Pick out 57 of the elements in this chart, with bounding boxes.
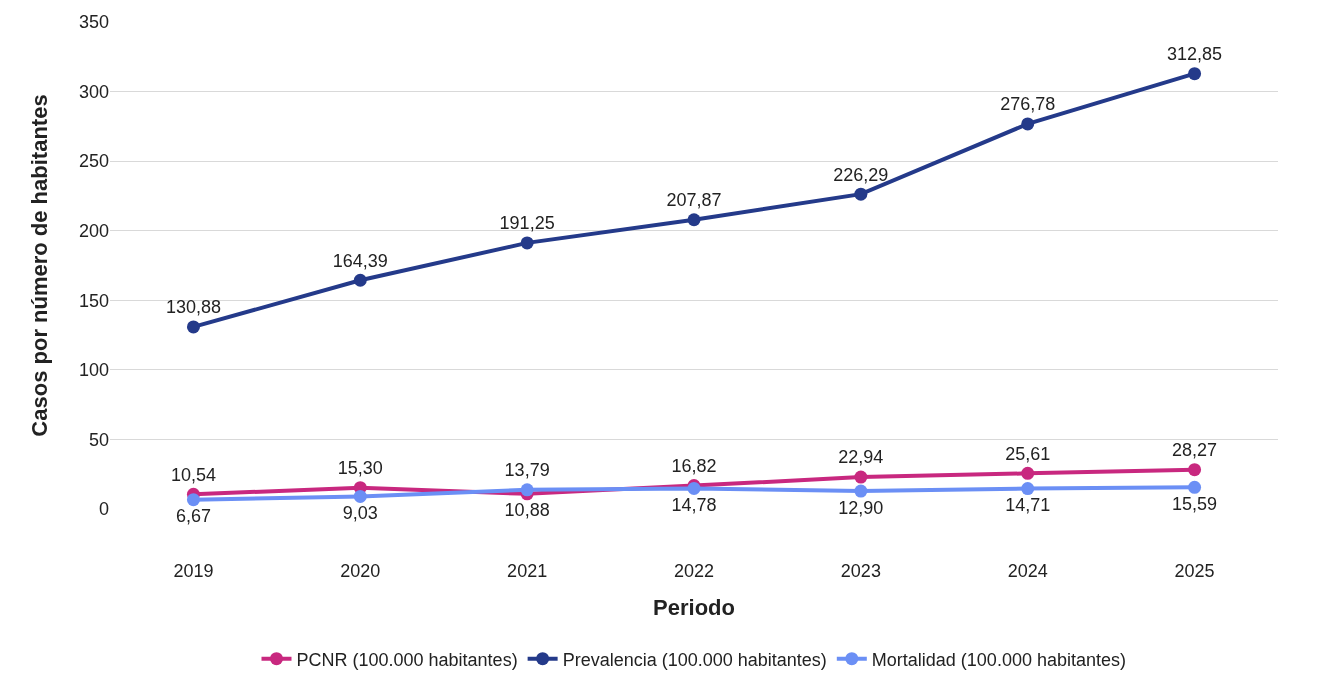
x-tick-label: 2025 <box>1174 560 1215 581</box>
data-label: 22,94 <box>838 447 884 468</box>
point <box>353 489 367 503</box>
data-label: 28,27 <box>1172 440 1218 461</box>
x-tick-label: 2021 <box>507 560 548 581</box>
y-tick-label: 250 <box>78 151 109 172</box>
legend-label: Mortalidad (100.000 habitantes) <box>871 649 1126 670</box>
point <box>353 273 367 287</box>
y-tick-label: 300 <box>78 81 109 102</box>
point <box>520 236 534 250</box>
data-label: 6,67 <box>175 506 211 527</box>
data-label: 9,03 <box>342 503 378 524</box>
point <box>520 483 534 497</box>
y-axis-title: Casos por número de habitantes <box>26 94 52 437</box>
data-label: 226,29 <box>833 164 889 185</box>
point <box>1021 466 1035 480</box>
data-label: 276,78 <box>1000 94 1056 115</box>
point <box>186 320 200 334</box>
data-label: 12,90 <box>838 497 884 518</box>
x-axis-title: Periodo <box>653 595 735 621</box>
data-label: 15,30 <box>337 458 383 479</box>
y-tick-label: 150 <box>78 290 109 311</box>
x-tick-label: 2020 <box>340 560 381 581</box>
y-tick-label: 350 <box>78 12 109 33</box>
point <box>1188 67 1202 81</box>
y-tick-label: 0 <box>98 499 109 520</box>
x-tick-label: 2019 <box>173 560 214 581</box>
x-tick-label: 2022 <box>673 560 715 581</box>
point <box>687 213 701 227</box>
point <box>1188 463 1202 477</box>
point <box>854 187 868 201</box>
point <box>854 484 868 498</box>
point <box>1021 482 1035 496</box>
data-label: 207,87 <box>666 190 722 211</box>
x-tick-label: 2024 <box>1007 560 1048 581</box>
y-tick-label: 200 <box>78 221 109 242</box>
y-tick-label: 100 <box>78 360 109 381</box>
data-label: 16,82 <box>671 455 717 476</box>
data-label: 25,61 <box>1005 443 1051 464</box>
point <box>186 493 200 507</box>
data-label: 191,25 <box>499 213 555 234</box>
data-label: 10,54 <box>170 464 216 485</box>
x-tick-label: 2023 <box>840 560 881 581</box>
data-label: 14,71 <box>1005 495 1051 516</box>
point <box>1188 480 1202 494</box>
point <box>854 470 868 484</box>
data-label: 312,85 <box>1167 44 1223 65</box>
data-label: 130,88 <box>165 297 221 318</box>
legend-label: PCNR (100.000 habitantes) <box>296 649 518 670</box>
data-label: 14,78 <box>671 495 717 516</box>
data-label: 164,39 <box>332 250 388 271</box>
point <box>1021 117 1035 131</box>
data-label: 10,88 <box>504 500 550 521</box>
y-tick-label: 50 <box>88 429 109 450</box>
legend-label: Prevalencia (100.000 habitantes) <box>562 649 827 670</box>
data-label: 13,79 <box>504 460 550 481</box>
data-label: 15,59 <box>1172 493 1218 514</box>
